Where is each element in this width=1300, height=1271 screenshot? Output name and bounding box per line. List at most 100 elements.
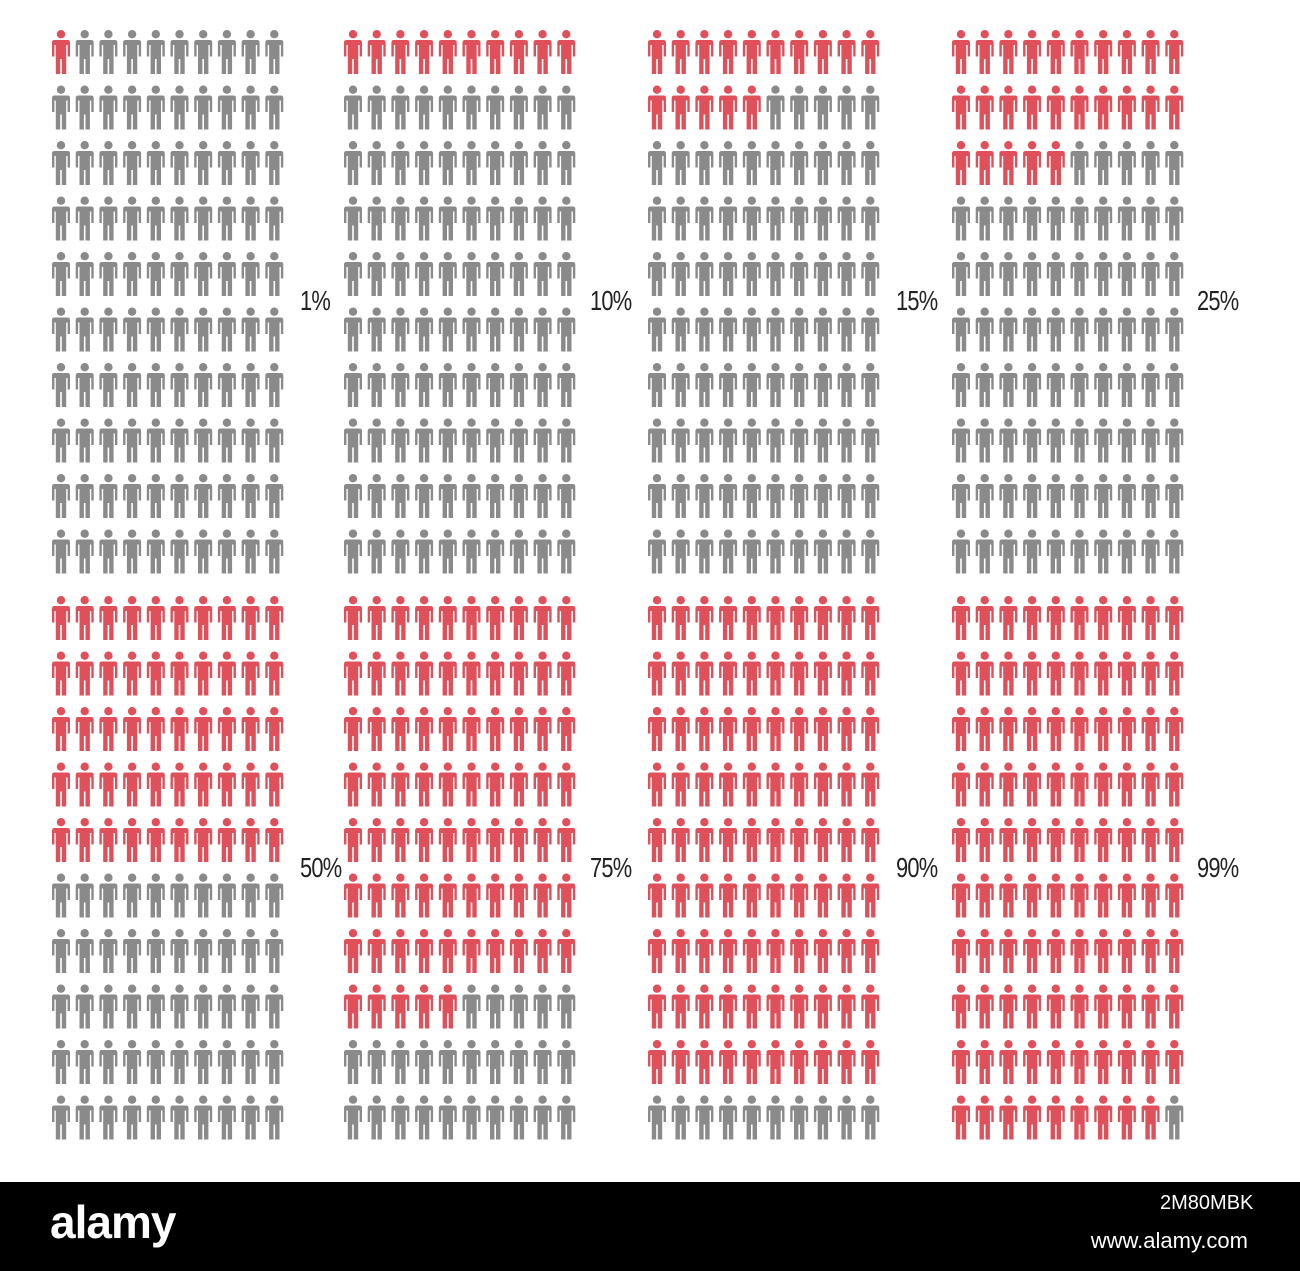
person-icon (1141, 363, 1160, 407)
person-icon (486, 307, 505, 352)
person-icon (194, 474, 213, 518)
person-icon (533, 196, 552, 241)
person-icon (742, 474, 761, 518)
person-icon (241, 196, 260, 241)
person-icon (1046, 252, 1065, 296)
person-icon (99, 307, 118, 352)
person-icon (1046, 363, 1065, 407)
person-icon (123, 30, 142, 74)
person-icon-highlighted (265, 707, 284, 751)
person-icon (813, 85, 832, 130)
person-icon (217, 85, 236, 130)
person-icon (52, 85, 70, 130)
person-icon (194, 529, 213, 574)
person-icon (194, 1095, 213, 1140)
person-icon-highlighted (648, 85, 666, 130)
person-icon (486, 363, 505, 407)
person-icon-highlighted (533, 651, 552, 696)
person-icon (1070, 363, 1089, 407)
person-icon-highlighted (952, 929, 970, 973)
person-icon-highlighted (719, 651, 738, 696)
person-icon-highlighted (486, 30, 505, 74)
person-icon (1070, 418, 1089, 463)
person-icon (790, 363, 809, 407)
person-icon (52, 418, 70, 463)
person-icon (1165, 141, 1184, 185)
person-icon (486, 85, 505, 130)
person-icon-highlighted (648, 762, 666, 807)
person-icon-highlighted (391, 30, 410, 74)
person-icon-highlighted (861, 984, 880, 1029)
person-icon (790, 307, 809, 352)
person-icon (241, 418, 260, 463)
person-icon (75, 1040, 94, 1084)
person-icon-highlighted (99, 762, 118, 807)
person-icon (194, 363, 213, 407)
person-icon (695, 307, 714, 352)
person-icon (766, 1095, 785, 1140)
person-icon (194, 1040, 213, 1084)
person-icon (217, 929, 236, 973)
person-icon-highlighted (123, 707, 142, 751)
person-icon-highlighted (415, 707, 434, 751)
person-icon (671, 196, 690, 241)
person-icon (241, 252, 260, 296)
person-icon-highlighted (462, 596, 481, 640)
person-icon-highlighted (391, 651, 410, 696)
person-icon-highlighted (695, 984, 714, 1029)
person-icon (557, 418, 576, 463)
person-icon (1094, 196, 1113, 241)
person-icon-highlighted (999, 141, 1018, 185)
person-icon-highlighted (1023, 762, 1042, 807)
person-icon (509, 1040, 528, 1084)
person-icon (146, 363, 165, 407)
person-icon-highlighted (742, 596, 761, 640)
person-icon (391, 363, 410, 407)
person-icon (391, 474, 410, 518)
person-icon-highlighted (52, 707, 70, 751)
person-icon (1141, 307, 1160, 352)
person-icon-highlighted (194, 707, 213, 751)
pictogram-panel-10 (344, 30, 644, 590)
person-icon (861, 307, 880, 352)
person-icon (170, 363, 189, 407)
person-icon-highlighted (1046, 762, 1065, 807)
person-icon-highlighted (509, 929, 528, 973)
person-icon-highlighted (1117, 1095, 1136, 1140)
person-icon (1070, 474, 1089, 518)
person-icon (99, 30, 118, 74)
person-icon (99, 85, 118, 130)
person-icon-highlighted (790, 929, 809, 973)
person-icon (462, 252, 481, 296)
person-icon-highlighted (1165, 85, 1184, 130)
person-icon (241, 141, 260, 185)
person-icon (367, 1095, 386, 1140)
person-icon-highlighted (790, 651, 809, 696)
person-icon (975, 529, 994, 574)
person-icon (509, 141, 528, 185)
person-icon-highlighted (533, 596, 552, 640)
person-icon (975, 196, 994, 241)
person-icon (415, 363, 434, 407)
person-icon (241, 529, 260, 574)
person-icon-highlighted (790, 818, 809, 862)
person-icon-highlighted (766, 1040, 785, 1084)
person-icon (438, 196, 457, 241)
person-icon-highlighted (1141, 1095, 1160, 1140)
person-icon-highlighted (975, 30, 994, 74)
person-icon (241, 1040, 260, 1084)
person-icon (52, 1095, 70, 1140)
person-icon (1141, 529, 1160, 574)
person-icon-highlighted (557, 30, 576, 74)
person-icon (123, 141, 142, 185)
person-icon-highlighted (438, 929, 457, 973)
person-icon-highlighted (1117, 818, 1136, 862)
person-icon-highlighted (367, 762, 386, 807)
person-icon (170, 30, 189, 74)
person-icon (170, 1040, 189, 1084)
person-icon (123, 1095, 142, 1140)
person-icon (146, 307, 165, 352)
person-icon (766, 85, 785, 130)
person-icon-highlighted (742, 1040, 761, 1084)
person-icon (217, 141, 236, 185)
